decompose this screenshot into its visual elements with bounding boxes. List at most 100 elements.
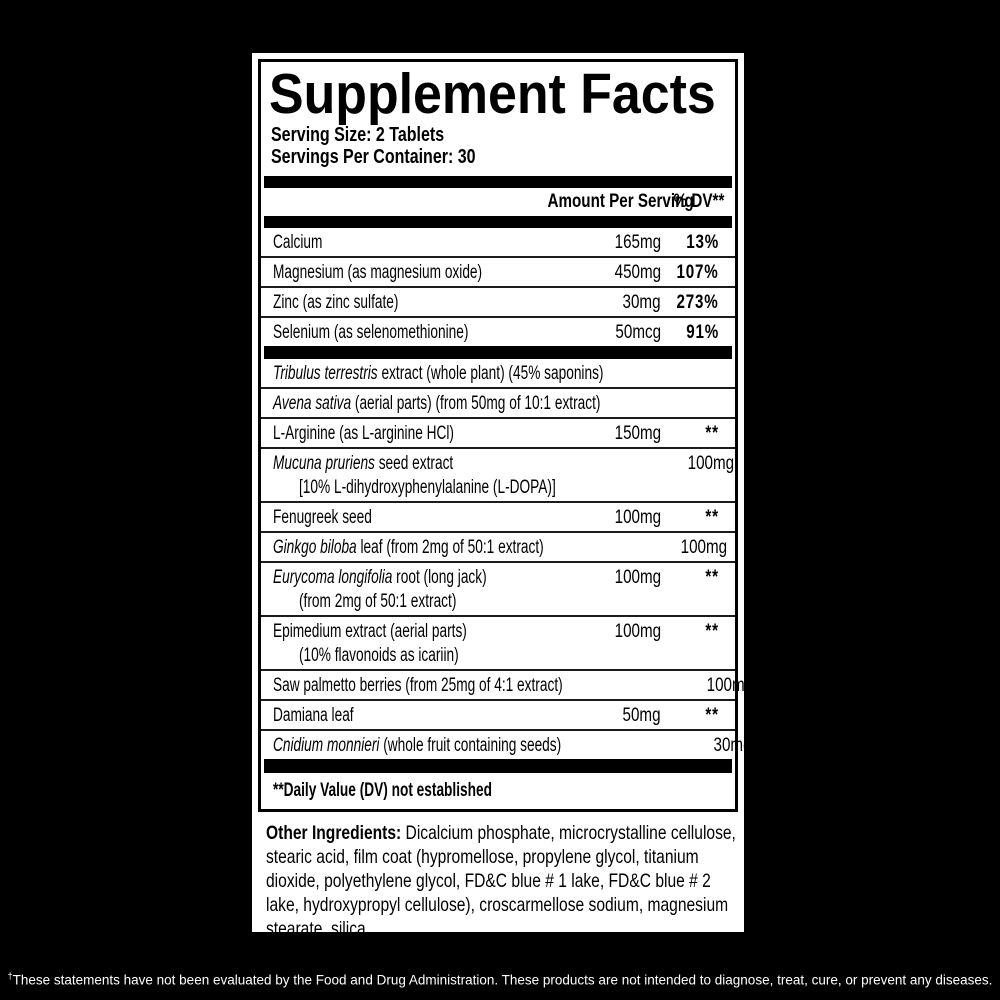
ingredient-amount: 50mg xyxy=(583,703,661,728)
ingredient-name-rest: root (long jack) xyxy=(392,567,487,588)
other-ingredients-line: stearate, silica. xyxy=(266,917,734,941)
other-ingredients-line: dioxide, polyethylene glycol, FD&C blue … xyxy=(266,869,734,893)
ingredient-dv: ** xyxy=(661,421,719,446)
ingredient-latin-name: Cnidium monnieri xyxy=(273,735,380,756)
ingredient-name-text: Calcium xyxy=(273,232,323,253)
ingredient-subline: (10% flavonoids as icariin) xyxy=(273,644,583,668)
ingredient-amount-text: 100mg xyxy=(687,453,734,474)
ingredient-dv: 107% xyxy=(661,260,719,285)
ingredient-dv-text: ** xyxy=(854,363,868,384)
ingredient-latin-name: Avena sativa xyxy=(273,393,352,414)
ingredient-subline: (from 2mg of 50:1 extract) xyxy=(273,590,583,614)
ingredient-amount-text: 30mg xyxy=(622,292,661,313)
other-ingredients-section: Other Ingredients: Dicalcium phosphate, … xyxy=(252,812,744,941)
ingredient-name-rest: (aerial parts) (from 50mg of 10:1 extrac… xyxy=(351,393,601,414)
ingredient-amount: 100mg xyxy=(675,673,753,698)
ingredient-name-text: Saw palmetto berries (from 25mg of 4:1 e… xyxy=(273,673,563,698)
ingredient-dv: ** xyxy=(661,565,719,590)
ingredient-name: Selenium (as selenomethionine) xyxy=(273,320,583,345)
ingredient-name-text: Damiana leaf xyxy=(273,703,354,728)
other-ingredients-line-text: Other Ingredients: Dicalcium phosphate, … xyxy=(266,821,736,845)
ingredient-amount-text: 500mg xyxy=(759,393,806,414)
ingredient-latin-name: Mucuna pruriens xyxy=(273,453,375,474)
ingredient-name: Ginkgo biloba leaf (from 2mg of 50:1 ext… xyxy=(273,535,649,560)
supplement-label-panel: Supplement Facts Serving Size: 2 Tablets… xyxy=(252,53,867,940)
ingredient-name-rest: Epimedium extract (aerial parts) xyxy=(273,621,467,642)
ingredient-dv-text: 273% xyxy=(676,292,719,313)
other-ingredients-text: stearate, silica. xyxy=(266,918,371,940)
ingredient-name-text: Avena sativa (aerial parts) (from 50mg o… xyxy=(273,391,600,416)
ingredient-amount-text: 100mg xyxy=(614,507,661,528)
ingredient-row-calcium: Calcium 165mg 13% xyxy=(261,228,735,256)
ingredient-dv-text: ** xyxy=(705,567,719,588)
supplement-facts-title-text: Supplement Facts xyxy=(269,62,716,126)
ingredient-row-ginkgo: Ginkgo biloba leaf (from 2mg of 50:1 ext… xyxy=(261,531,784,561)
ingredient-name-text: Mucuna pruriens seed extract xyxy=(273,451,453,476)
serving-size-text: Serving Size: 2 Tablets xyxy=(271,124,445,146)
ingredient-name-rest: L-Arginine (as L-arginine HCl) xyxy=(273,423,454,444)
dv-column-header: % DV** xyxy=(661,190,725,214)
ingredient-name-text: Fenugreek seed xyxy=(273,505,372,530)
other-ingredients-line: Other Ingredients: Dicalcium phosphate, … xyxy=(266,821,736,845)
ingredient-name-text: L-Arginine (as L-arginine HCl) xyxy=(273,421,454,446)
ingredient-row-l-arginine: L-Arginine (as L-arginine HCl) 150mg ** xyxy=(261,417,735,447)
other-ingredients-text: stearic acid, film coat (hypromellose, p… xyxy=(266,846,699,868)
other-ingredients-line: stearic acid, film coat (hypromellose, p… xyxy=(266,845,734,869)
ingredient-row-magnesium: Magnesium (as magnesium oxide) 450mg 107… xyxy=(261,256,735,286)
ingredient-dv: 13% xyxy=(661,230,719,255)
ingredient-name-text: Zinc (as zinc sulfate) xyxy=(273,292,399,313)
ingredient-name-text: Epimedium extract (aerial parts) xyxy=(273,619,467,644)
ingredient-dv-text: 107% xyxy=(676,262,719,283)
ingredient-dv: ** xyxy=(806,391,864,416)
ingredient-row-mucuna: Mucuna pruriens seed extract [10% L-dihy… xyxy=(261,447,791,501)
ingredient-row-damiana: Damiana leaf 50mg ** xyxy=(261,699,735,729)
amount-column-header-text: Amount Per Serving xyxy=(547,191,694,212)
ingredient-dv-text: ** xyxy=(850,393,864,414)
ingredient-name-rest: (whole fruit containing seeds) xyxy=(379,735,562,756)
serving-size-line: Serving Size: 2 Tablets xyxy=(261,124,735,146)
fda-disclaimer-text: These statements have not been evaluated… xyxy=(12,972,993,988)
ingredient-amount-text: 30mg xyxy=(713,735,752,756)
ingredient-amount-text: 500mg xyxy=(763,363,810,384)
ingredient-row-saw-palmetto: Saw palmetto berries (from 25mg of 4:1 e… xyxy=(261,669,811,699)
section-bar xyxy=(264,346,732,359)
daily-value-footnote-text: **Daily Value (DV) not established xyxy=(273,780,492,801)
ingredient-dv: 91% xyxy=(661,320,719,345)
amount-column-header: Amount Per Serving xyxy=(511,190,694,214)
dv-column-header-text: % DV** xyxy=(673,191,725,212)
ingredient-amount: 100mg xyxy=(649,535,726,560)
ingredient-name: Cnidium monnieri (whole fruit containing… xyxy=(273,733,673,758)
ingredient-latin-name: Tribulus terrestris xyxy=(273,363,378,384)
ingredient-dv-text: 13% xyxy=(686,232,719,253)
ingredient-row-selenium: Selenium (as selenomethionine) 50mcg 91% xyxy=(261,316,735,346)
servings-per-container-line: Servings Per Container: 30 xyxy=(261,146,735,168)
ingredient-dv-text: 91% xyxy=(686,322,719,343)
ingredient-amount-text: 100mg xyxy=(614,567,661,588)
ingredient-amount: 150mg xyxy=(583,421,661,446)
ingredient-subline: [10% L-dihydroxyphenylalanine (L-DOPA)] xyxy=(273,476,656,500)
supplement-facts-title: Supplement Facts xyxy=(261,62,735,124)
ingredient-name: Calcium xyxy=(273,230,583,255)
ingredient-amount: 165mg xyxy=(583,230,661,255)
ingredient-amount-text: 100mg xyxy=(614,621,661,642)
ingredient-amount: 100mg xyxy=(656,451,734,476)
ingredient-row-epimedium: Epimedium extract (aerial parts) (10% fl… xyxy=(261,615,735,669)
other-ingredients-heading: Other Ingredients: xyxy=(266,822,402,844)
ingredient-amount: 30mg xyxy=(583,290,661,315)
ingredient-amount: 450mg xyxy=(583,260,661,285)
other-ingredients-text: Dicalcium phosphate, microcrystalline ce… xyxy=(401,822,736,844)
ingredient-name: Avena sativa (aerial parts) (from 50mg o… xyxy=(273,391,728,416)
ingredient-name: Magnesium (as magnesium oxide) xyxy=(273,260,583,285)
ingredient-amount: 500mg xyxy=(732,361,810,386)
ingredient-name-text: Selenium (as selenomethionine) xyxy=(273,322,469,343)
ingredient-subline-text: (10% flavonoids as icariin) xyxy=(299,645,459,666)
ingredient-amount: 100mg xyxy=(583,505,661,530)
section-bar xyxy=(264,216,732,228)
ingredient-dv: ** xyxy=(751,733,809,758)
ingredient-amount: 50mcg xyxy=(583,320,661,345)
ingredient-name: Damiana leaf xyxy=(273,703,583,728)
ingredient-dv: ** xyxy=(734,451,792,476)
ingredient-name: Saw palmetto berries (from 25mg of 4:1 e… xyxy=(273,673,675,698)
ingredient-dv: ** xyxy=(661,703,719,728)
ingredient-latin-name: Eurycoma longifolia xyxy=(273,567,393,588)
